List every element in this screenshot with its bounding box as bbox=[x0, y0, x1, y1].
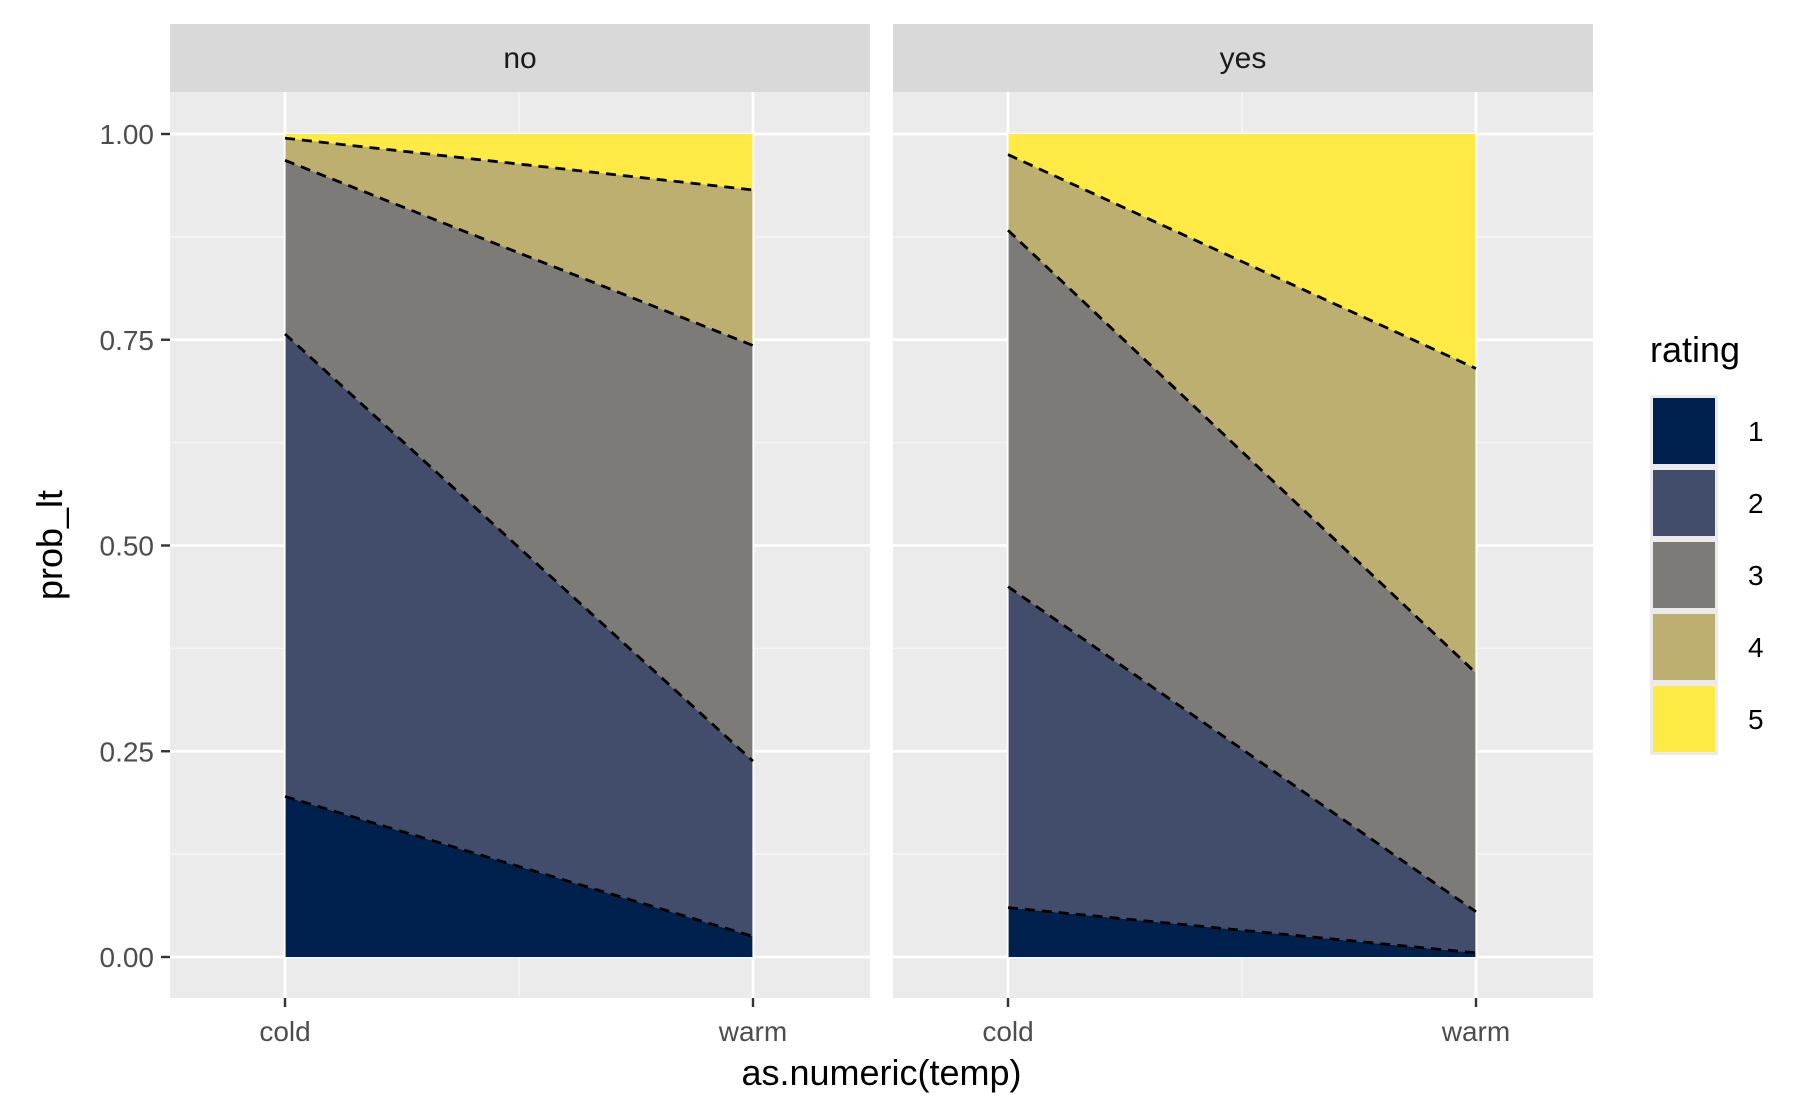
legend-swatch-4 bbox=[1653, 614, 1715, 680]
y-axis-title: prob_lt bbox=[29, 490, 70, 600]
dashed-boundary-rating-4-no bbox=[284, 136, 754, 192]
dashed-boundary-rating-2-no bbox=[284, 332, 754, 763]
area-band-rating-5-yes bbox=[1008, 134, 1476, 369]
area-band-rating-1-no bbox=[285, 796, 753, 957]
dashed-boundary-rating-1-no bbox=[284, 795, 754, 938]
legend-label-2: 2 bbox=[1748, 488, 1764, 519]
legend-swatch-5 bbox=[1653, 686, 1715, 752]
legend-swatch-1 bbox=[1653, 398, 1715, 464]
y-tick-label: 0.00 bbox=[100, 942, 155, 973]
area-band-rating-4-yes bbox=[1008, 154, 1476, 674]
dashed-boundary-rating-4-yes bbox=[1007, 153, 1477, 370]
legend-swatch-3 bbox=[1653, 542, 1715, 608]
x-tick-label-cold: cold bbox=[259, 1016, 310, 1047]
legend-label-1: 1 bbox=[1748, 416, 1764, 447]
facet-strip-yes bbox=[893, 24, 1593, 92]
legend-label-4: 4 bbox=[1748, 632, 1764, 663]
area-band-rating-2-yes bbox=[1008, 586, 1476, 953]
y-tick-label: 1.00 bbox=[100, 119, 155, 150]
x-tick-label-warm: warm bbox=[718, 1016, 787, 1047]
dashed-boundary-rating-1-yes bbox=[1007, 906, 1477, 955]
area-band-rating-1-yes bbox=[1008, 907, 1476, 957]
area-band-rating-2-no bbox=[285, 333, 753, 937]
area-band-rating-3-no bbox=[285, 160, 753, 762]
facet-strip-label-yes: yes bbox=[1220, 42, 1267, 75]
facet-strip-label-no: no bbox=[503, 42, 536, 75]
x-axis-title: as.numeric(temp) bbox=[741, 1052, 1021, 1093]
legend-label-5: 5 bbox=[1748, 704, 1764, 735]
x-tick-label-cold: cold bbox=[982, 1016, 1033, 1047]
area-band-rating-3-yes bbox=[1008, 230, 1476, 912]
dashed-boundary-rating-2-yes bbox=[1007, 585, 1477, 913]
legend-label-3: 3 bbox=[1748, 560, 1764, 591]
x-tick-label-warm: warm bbox=[1441, 1016, 1510, 1047]
area-band-rating-4-no bbox=[285, 138, 753, 346]
legend-swatch-2 bbox=[1653, 470, 1715, 536]
dashed-boundary-rating-3-yes bbox=[1007, 229, 1477, 675]
y-tick-label: 0.50 bbox=[100, 531, 155, 562]
y-tick-label: 0.75 bbox=[100, 325, 155, 356]
facet-strip-no bbox=[170, 24, 870, 92]
area-band-rating-5-no bbox=[285, 134, 753, 190]
y-tick-label: 0.25 bbox=[100, 736, 155, 767]
legend-title: rating bbox=[1650, 329, 1740, 370]
